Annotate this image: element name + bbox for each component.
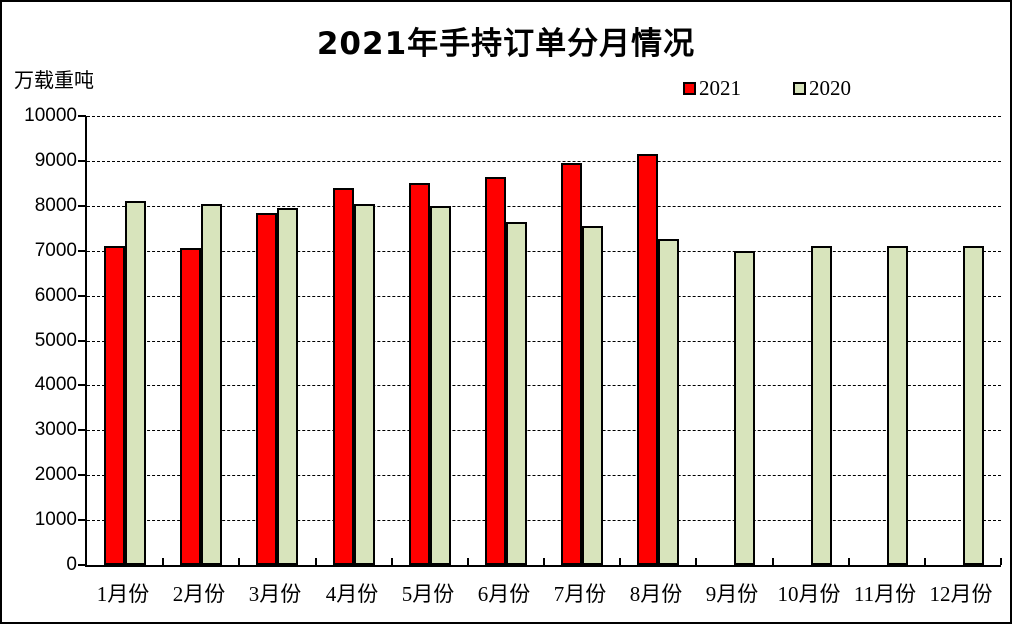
bar-2021-1月份 (104, 246, 126, 565)
bar-2020-10月份 (810, 246, 832, 565)
bar-2021-7月份 (561, 163, 583, 565)
x-tick-label: 6月份 (477, 582, 531, 606)
gridline-8000 (87, 205, 1001, 207)
legend-swatch-2021 (683, 82, 696, 95)
bar-2021-8月份 (637, 154, 659, 565)
bar-2020-9月份 (734, 251, 756, 565)
x-tick-label: 11月份 (853, 582, 917, 606)
bar-2021-4月份 (332, 188, 354, 565)
y-tick-label: 10000 (24, 105, 77, 126)
legend-label-2021: 2021 (699, 76, 741, 100)
x-axis-tick (772, 558, 774, 565)
x-tick-label: 2月份 (172, 582, 226, 606)
bar-2020-4月份 (353, 204, 375, 565)
y-axis-tick (78, 159, 86, 162)
x-axis-tick (543, 558, 545, 565)
bar-2021-3月份 (256, 213, 278, 565)
y-axis: 0 1000 2000 3000 4000 5000 6000 7000 8000 9000 100… (2, 2, 77, 622)
x-axis-tick (695, 558, 697, 565)
y-axis-tick (78, 115, 86, 117)
x-axis-tick (619, 558, 621, 565)
legend: 2021 2020 (683, 78, 851, 99)
x-tick-label: 10月份 (777, 582, 841, 606)
x-axis-tick (848, 558, 850, 565)
gridline-3000 (87, 430, 1001, 432)
gridline-7000 (87, 250, 1001, 252)
x-tick-label: 7月份 (553, 582, 607, 606)
y-axis-tick (78, 249, 86, 252)
y-axis-tick (78, 204, 86, 207)
gridline-2000 (87, 475, 1001, 477)
legend-item-2021: 2021 (683, 78, 741, 99)
y-axis-tick (78, 429, 86, 432)
y-tick-label: 0 (66, 554, 77, 575)
x-axis: 1月份 2月份 3月份 4月份 5月份 6月份 7月份 8月份 9月份 10月份 11月份 12月份 (85, 578, 999, 612)
bar-2021-2月份 (180, 248, 202, 565)
bar-2021-6月份 (484, 177, 506, 565)
x-axis-tick (162, 558, 164, 565)
legend-swatch-2020 (793, 82, 806, 95)
y-axis-tick (78, 474, 86, 477)
y-axis-tick (78, 519, 86, 522)
legend-label-2020: 2020 (809, 76, 851, 100)
x-axis-tick (1000, 558, 1002, 565)
y-tick-label: 2000 (34, 464, 77, 486)
bar-2020-8月份 (658, 239, 680, 565)
bar-2021-5月份 (408, 183, 430, 565)
bar-2020-11月份 (886, 246, 908, 565)
y-axis-tick (78, 339, 86, 342)
y-tick-label: 4000 (34, 374, 77, 396)
bar-2020-1月份 (125, 201, 147, 565)
bar-2020-6月份 (505, 222, 527, 565)
bar-2020-2月份 (201, 204, 223, 565)
x-tick-label: 1月份 (96, 582, 150, 606)
plot-area (78, 115, 1002, 567)
gridline-9000 (87, 160, 1001, 162)
gridline-5000 (87, 340, 1001, 342)
y-axis-unit-label: 万载重吨 (14, 68, 94, 92)
y-tick-label: 9000 (34, 149, 77, 171)
y-axis-tick (78, 564, 86, 566)
x-tick-label: 4月份 (325, 582, 379, 606)
y-axis-tick (78, 384, 86, 387)
x-tick-label: 3月份 (248, 582, 302, 606)
x-axis-tick (391, 558, 393, 565)
gridline-4000 (87, 385, 1001, 387)
y-tick-label: 3000 (34, 419, 77, 441)
gridline-6000 (87, 295, 1001, 297)
x-axis-tick (924, 558, 926, 565)
x-tick-label: 12月份 (929, 582, 993, 606)
bar-2020-7月份 (582, 226, 604, 565)
x-tick-label: 8月份 (629, 582, 683, 606)
y-tick-label: 1000 (34, 509, 77, 531)
x-axis-tick (238, 558, 240, 565)
x-axis-tick (467, 558, 469, 565)
y-axis-tick (78, 294, 86, 297)
legend-item-2020: 2020 (793, 78, 851, 99)
y-tick-label: 7000 (34, 239, 77, 261)
bar-2020-5月份 (429, 206, 451, 565)
x-axis-tick (315, 558, 317, 565)
bar-2020-12月份 (962, 246, 984, 565)
y-tick-label: 5000 (34, 329, 77, 351)
gridline-1000 (87, 520, 1001, 522)
gridline-10000 (87, 116, 1001, 117)
x-tick-label: 5月份 (401, 582, 455, 606)
y-tick-label: 8000 (34, 194, 77, 216)
y-tick-label: 6000 (34, 284, 77, 306)
bar-2020-3月份 (277, 208, 299, 565)
x-tick-label: 9月份 (705, 582, 759, 606)
chart-title: 2021年手持订单分月情况 (316, 26, 696, 62)
